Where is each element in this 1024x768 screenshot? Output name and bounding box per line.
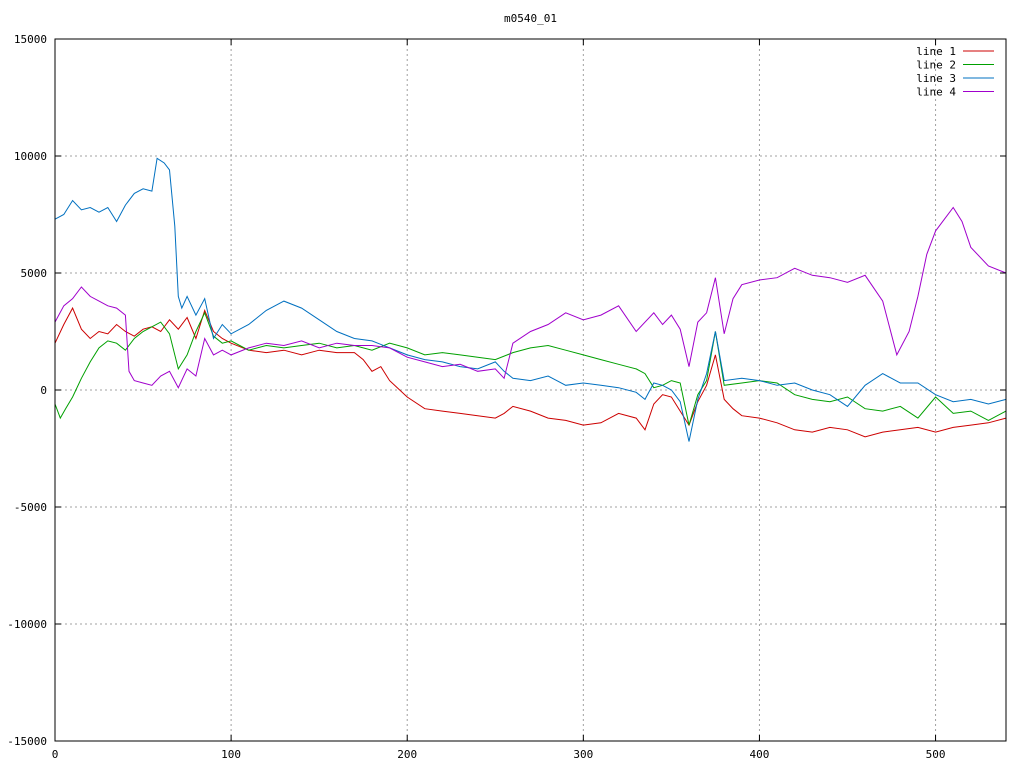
chart-title: m0540_01 [504, 12, 557, 25]
series-line-3 [54, 157, 1007, 442]
y-tick-label: -5000 [14, 501, 47, 514]
legend-label: line 1 [916, 45, 956, 58]
x-tick-label: 300 [573, 748, 593, 761]
x-tick-label: 200 [397, 748, 417, 761]
x-tick-label: 100 [221, 748, 241, 761]
y-tick-label: -10000 [7, 618, 47, 631]
grid [55, 39, 1006, 741]
series-line-1 [54, 306, 1007, 438]
legend-label: line 3 [916, 72, 956, 85]
x-tick-label: 500 [926, 748, 946, 761]
y-tick-label: 10000 [14, 150, 47, 163]
x-tick-label: 0 [52, 748, 59, 761]
y-tick-label: 15000 [14, 33, 47, 46]
y-tick-label: 0 [40, 384, 47, 397]
y-tick-label: 5000 [21, 267, 48, 280]
series-group [54, 157, 1007, 442]
x-axis-ticks: 0 100 200 300 400 500 [52, 39, 946, 761]
x-tick-label: 400 [750, 748, 770, 761]
legend-label: line 2 [916, 59, 956, 72]
y-tick-label: -15000 [7, 735, 47, 748]
series-line-4 [54, 206, 1007, 389]
y-axis-ticks: -15000 -10000 -5000 0 5000 10000 15000 [7, 33, 1006, 748]
legend-label: line 4 [916, 86, 956, 99]
series-line-2 [54, 311, 1007, 426]
